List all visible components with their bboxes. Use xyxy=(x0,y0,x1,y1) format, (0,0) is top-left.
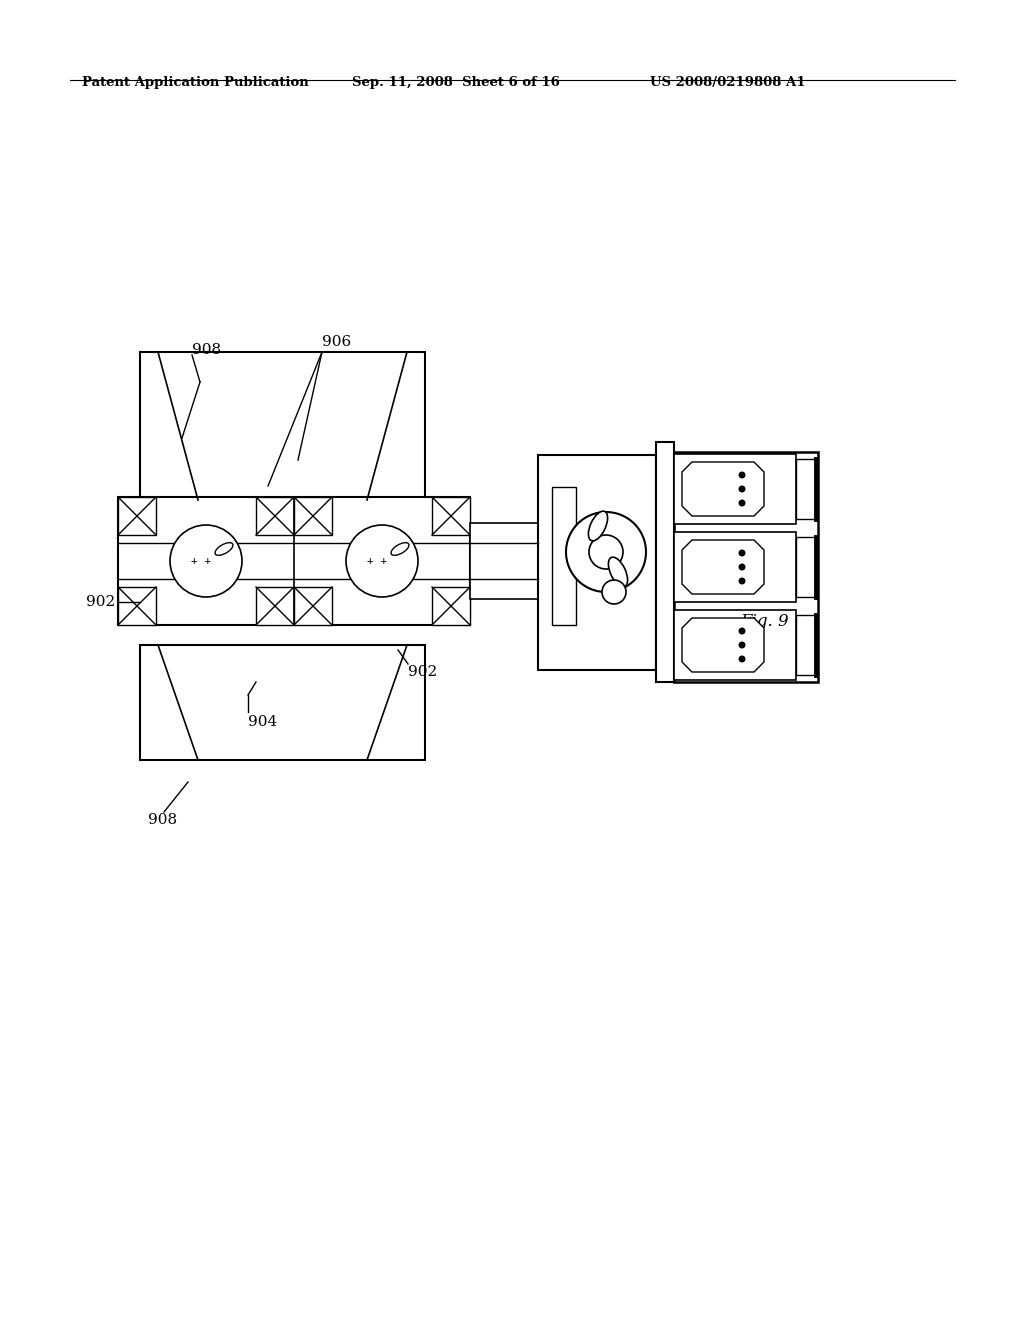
Circle shape xyxy=(739,500,744,506)
Circle shape xyxy=(739,550,744,556)
Bar xyxy=(674,610,796,680)
Polygon shape xyxy=(682,540,764,594)
Circle shape xyxy=(346,525,418,597)
Text: 902: 902 xyxy=(86,595,116,609)
Bar xyxy=(674,532,796,602)
Text: 902: 902 xyxy=(408,665,437,678)
Ellipse shape xyxy=(608,557,628,587)
Bar xyxy=(796,537,816,597)
Bar xyxy=(294,498,332,535)
Text: 904: 904 xyxy=(248,715,278,729)
Circle shape xyxy=(589,535,623,569)
Bar xyxy=(118,498,470,624)
Text: + +: + + xyxy=(367,556,387,566)
Circle shape xyxy=(739,564,744,570)
Ellipse shape xyxy=(391,543,409,556)
Bar xyxy=(432,498,470,535)
Text: 906: 906 xyxy=(322,335,351,348)
Bar xyxy=(256,498,294,535)
Bar xyxy=(656,442,674,682)
Polygon shape xyxy=(682,462,764,516)
Bar xyxy=(674,451,818,682)
Text: 908: 908 xyxy=(193,343,221,356)
Text: Fig. 9: Fig. 9 xyxy=(740,614,788,631)
Bar xyxy=(432,587,470,624)
Ellipse shape xyxy=(589,511,607,541)
Circle shape xyxy=(739,643,744,648)
Circle shape xyxy=(739,578,744,583)
Bar xyxy=(552,487,575,624)
Bar xyxy=(140,352,425,500)
Bar xyxy=(470,523,538,599)
Circle shape xyxy=(739,486,744,492)
Bar xyxy=(256,587,294,624)
Circle shape xyxy=(170,525,242,597)
Text: 908: 908 xyxy=(148,813,177,828)
Circle shape xyxy=(566,512,646,591)
Bar xyxy=(674,454,796,524)
Bar xyxy=(294,587,332,624)
Bar xyxy=(118,587,156,624)
Text: US 2008/0219808 A1: US 2008/0219808 A1 xyxy=(650,77,806,88)
Text: Sep. 11, 2008  Sheet 6 of 16: Sep. 11, 2008 Sheet 6 of 16 xyxy=(352,77,560,88)
Bar xyxy=(140,645,425,760)
Circle shape xyxy=(602,579,626,605)
Bar xyxy=(118,498,156,535)
Circle shape xyxy=(739,473,744,478)
Text: Patent Application Publication: Patent Application Publication xyxy=(82,77,309,88)
Bar xyxy=(796,615,816,675)
Text: + +: + + xyxy=(190,556,211,566)
Bar xyxy=(538,455,656,671)
Ellipse shape xyxy=(215,543,232,556)
Polygon shape xyxy=(682,618,764,672)
Circle shape xyxy=(739,628,744,634)
Bar xyxy=(796,459,816,519)
Circle shape xyxy=(739,656,744,661)
